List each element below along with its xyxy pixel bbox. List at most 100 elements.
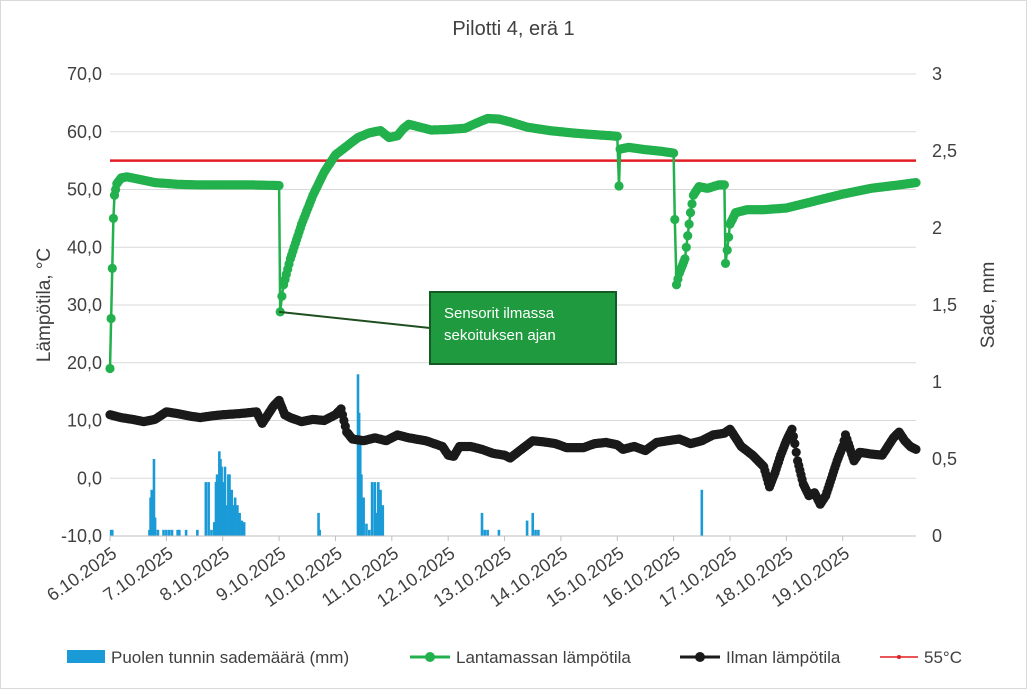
y-axis-title: Lämpötila, °C <box>34 248 55 362</box>
y-tick-label: 30,0 <box>67 295 102 315</box>
compost-point <box>106 313 116 324</box>
y2-tick-label: 1,5 <box>932 295 957 315</box>
air-point <box>790 439 800 449</box>
rain-bar <box>153 517 157 536</box>
rain-bar <box>156 529 160 536</box>
rain-bar <box>374 512 378 536</box>
y2-tick-label: 0 <box>932 526 942 546</box>
air-temperature-series <box>105 395 921 509</box>
air-point <box>791 447 801 457</box>
y2-tick-label: 2 <box>932 218 942 238</box>
rain-bar <box>196 529 199 536</box>
compost-point <box>277 291 287 301</box>
y-tick-label: 60,0 <box>67 122 102 142</box>
compost-point <box>108 213 118 223</box>
y-tick-label: 10,0 <box>67 411 102 431</box>
rain-bar <box>178 529 181 536</box>
compost-point <box>681 242 691 252</box>
rain-bar <box>204 482 208 536</box>
y2-tick-label: 1 <box>932 372 942 392</box>
rain-bar <box>370 482 374 536</box>
rain-bar <box>362 497 365 536</box>
y2-axis-title: Sade, mm <box>978 262 999 349</box>
compost-point <box>911 177 921 188</box>
rain-bar <box>534 529 537 536</box>
compost-point <box>105 363 115 374</box>
compost-point <box>722 245 732 255</box>
annotation: Sensorit ilmassa sekoituksen ajan <box>278 291 617 365</box>
rain-bar <box>497 529 501 536</box>
rain-bar <box>223 466 227 536</box>
compost-point <box>274 180 284 191</box>
rain-bar <box>486 529 489 536</box>
y2-tick-label: 3 <box>932 64 942 84</box>
legend-label-compost: Lantamassan lämpötila <box>456 648 631 667</box>
rain-bar <box>365 523 368 536</box>
rain-bar <box>162 529 165 536</box>
legend-label-limit: 55°C <box>924 648 962 667</box>
compost-point <box>669 148 679 158</box>
rain-bars <box>109 374 704 536</box>
compost-point <box>614 181 624 191</box>
compost-point <box>724 232 734 242</box>
rain-bar <box>110 529 114 536</box>
compost-point <box>687 199 697 209</box>
legend-swatch-air-marker <box>695 652 705 662</box>
rain-bar <box>480 512 484 536</box>
compost-temperature-series <box>105 113 921 374</box>
rain-bar <box>210 529 213 536</box>
y2-tick-label: 2,5 <box>932 141 957 161</box>
rain-bar <box>238 512 241 536</box>
y-tick-label: 50,0 <box>67 180 102 200</box>
compost-point <box>670 214 680 225</box>
compost-point <box>612 131 622 141</box>
legend-swatch-limit-marker <box>897 655 901 659</box>
rain-bar <box>373 482 377 536</box>
rain-bar <box>233 497 237 536</box>
rain-bar <box>152 459 156 536</box>
rain-bar <box>170 529 174 536</box>
annotation-box <box>429 291 617 365</box>
y-tick-label: 70,0 <box>67 64 102 84</box>
compost-point <box>684 219 694 229</box>
rain-bar <box>700 489 704 536</box>
rain-bar <box>531 512 535 536</box>
rain-bar <box>525 520 529 536</box>
rain-bar <box>231 505 235 536</box>
rain-bar <box>207 482 210 536</box>
air-point <box>788 431 799 441</box>
legend-label-rain: Puolen tunnin sademäärä (mm) <box>111 648 349 667</box>
legend: Puolen tunnin sademäärä (mm) Lantamassan … <box>67 648 962 667</box>
rain-bar <box>483 529 487 536</box>
rain-bar <box>318 529 321 536</box>
annotation-text: Sensorit ilmassa <box>444 305 555 322</box>
rain-bar <box>367 529 371 536</box>
rain-bar <box>376 482 380 536</box>
rain-bar <box>184 529 188 536</box>
annotation-leader-line <box>278 310 431 329</box>
chart-title: Pilotti 4, erä 1 <box>452 18 575 40</box>
rain-bar <box>212 522 216 536</box>
legend-swatch-rain <box>67 650 105 663</box>
compost-point <box>107 263 117 273</box>
rain-bar <box>242 522 246 536</box>
rain-bar <box>379 489 382 536</box>
y-tick-label: 0,0 <box>77 468 102 488</box>
annotation-text: sekoituksen ajan <box>444 327 556 344</box>
compost-point <box>680 254 690 264</box>
air-point <box>911 444 921 454</box>
legend-label-air: Ilman lämpötila <box>726 648 841 667</box>
rain-bar <box>381 505 385 536</box>
rain-bar <box>165 529 168 536</box>
rain-bar <box>360 474 363 536</box>
rain-bar <box>224 505 228 536</box>
rain-bar <box>240 520 244 536</box>
gridlines <box>110 73 916 537</box>
compost-point <box>720 258 731 268</box>
rain-bar <box>176 529 179 536</box>
y-tick-label: 20,0 <box>67 353 102 373</box>
rain-bar <box>537 529 540 536</box>
air-point <box>787 424 797 434</box>
legend-swatch-compost-marker <box>425 652 435 662</box>
